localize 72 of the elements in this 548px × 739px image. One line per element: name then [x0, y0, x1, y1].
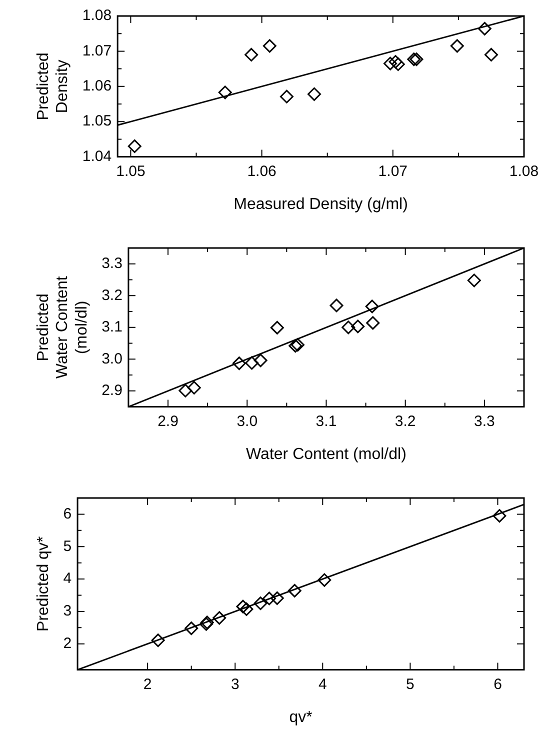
- point: [342, 320, 356, 334]
- x-tick-label: 1.06: [247, 162, 276, 180]
- point: [218, 86, 232, 100]
- y-tick-label: 3: [63, 602, 72, 620]
- point: [484, 48, 498, 62]
- point: [262, 592, 276, 606]
- point: [232, 356, 246, 370]
- y-axis-title: Predicted Water Content (mol/dl): [35, 276, 90, 379]
- point: [236, 600, 250, 614]
- x-tick-label: 3.1: [316, 412, 337, 430]
- point: [288, 584, 302, 598]
- x-tick-label: 3: [230, 676, 240, 693]
- point: [178, 384, 192, 398]
- point: [184, 622, 198, 636]
- point: [270, 591, 284, 605]
- x-tick-label: 5: [406, 676, 414, 693]
- y-tick-label: 3.3: [102, 255, 122, 272]
- point: [478, 22, 492, 36]
- point: [330, 298, 344, 312]
- point: [212, 611, 226, 625]
- y-axis-title: Predicted qv*: [35, 536, 52, 632]
- point: [384, 56, 398, 70]
- point: [254, 354, 268, 368]
- x-tick-label: 1.08: [509, 162, 539, 180]
- point: [244, 48, 258, 62]
- y-tick-label: 1.05: [82, 112, 112, 130]
- point: [128, 139, 142, 153]
- y-tick-label: 3.1: [102, 318, 122, 336]
- point: [240, 602, 254, 616]
- y-tick-label: 2: [63, 635, 72, 652]
- x-tick-label: 3.3: [474, 412, 495, 430]
- point: [245, 356, 259, 370]
- point: [280, 90, 294, 104]
- point: [450, 39, 464, 53]
- point: [270, 320, 284, 334]
- x-axis-title: qv*: [289, 708, 312, 726]
- point: [410, 52, 424, 66]
- y-axis-title: Predicted Density: [35, 52, 72, 120]
- point: [365, 300, 379, 314]
- y-tick-label: 4: [63, 570, 72, 588]
- y-tick-label: 1.04: [82, 148, 112, 165]
- point: [366, 316, 380, 330]
- x-tick-label: 4: [318, 676, 327, 693]
- y-tick-label: 3.2: [102, 286, 122, 304]
- x-tick-label: 6: [494, 676, 502, 693]
- x-tick-label: 3.2: [394, 412, 416, 430]
- point: [391, 57, 405, 71]
- x-tick-label: 1.07: [378, 162, 408, 180]
- point: [254, 596, 268, 610]
- x-axis-title: Measured Density (g/ml): [234, 196, 408, 213]
- point: [151, 634, 165, 648]
- point: [307, 87, 321, 101]
- point: [262, 39, 276, 53]
- x-axis-title: Water Content (mol/dl): [246, 446, 406, 463]
- point: [351, 320, 365, 334]
- point: [407, 52, 421, 66]
- y-tick-label: 1.08: [82, 7, 112, 24]
- point: [187, 380, 201, 394]
- y-tick-label: 5: [63, 538, 72, 555]
- point: [388, 55, 402, 69]
- y-tick-label: 6: [63, 505, 72, 522]
- point: [492, 509, 506, 523]
- y-tick-label: 3.0: [102, 350, 122, 368]
- point: [318, 573, 332, 587]
- x-tick-label: 2: [143, 676, 152, 693]
- x-tick-label: 3.0: [236, 412, 258, 430]
- y-tick-label: 1.07: [82, 42, 112, 60]
- x-tick-label: 2.9: [158, 412, 178, 430]
- point: [467, 274, 481, 288]
- y-tick-label: 1.06: [82, 78, 112, 95]
- x-tick-label: 1.05: [116, 162, 146, 180]
- y-tick-label: 2.9: [102, 382, 122, 400]
